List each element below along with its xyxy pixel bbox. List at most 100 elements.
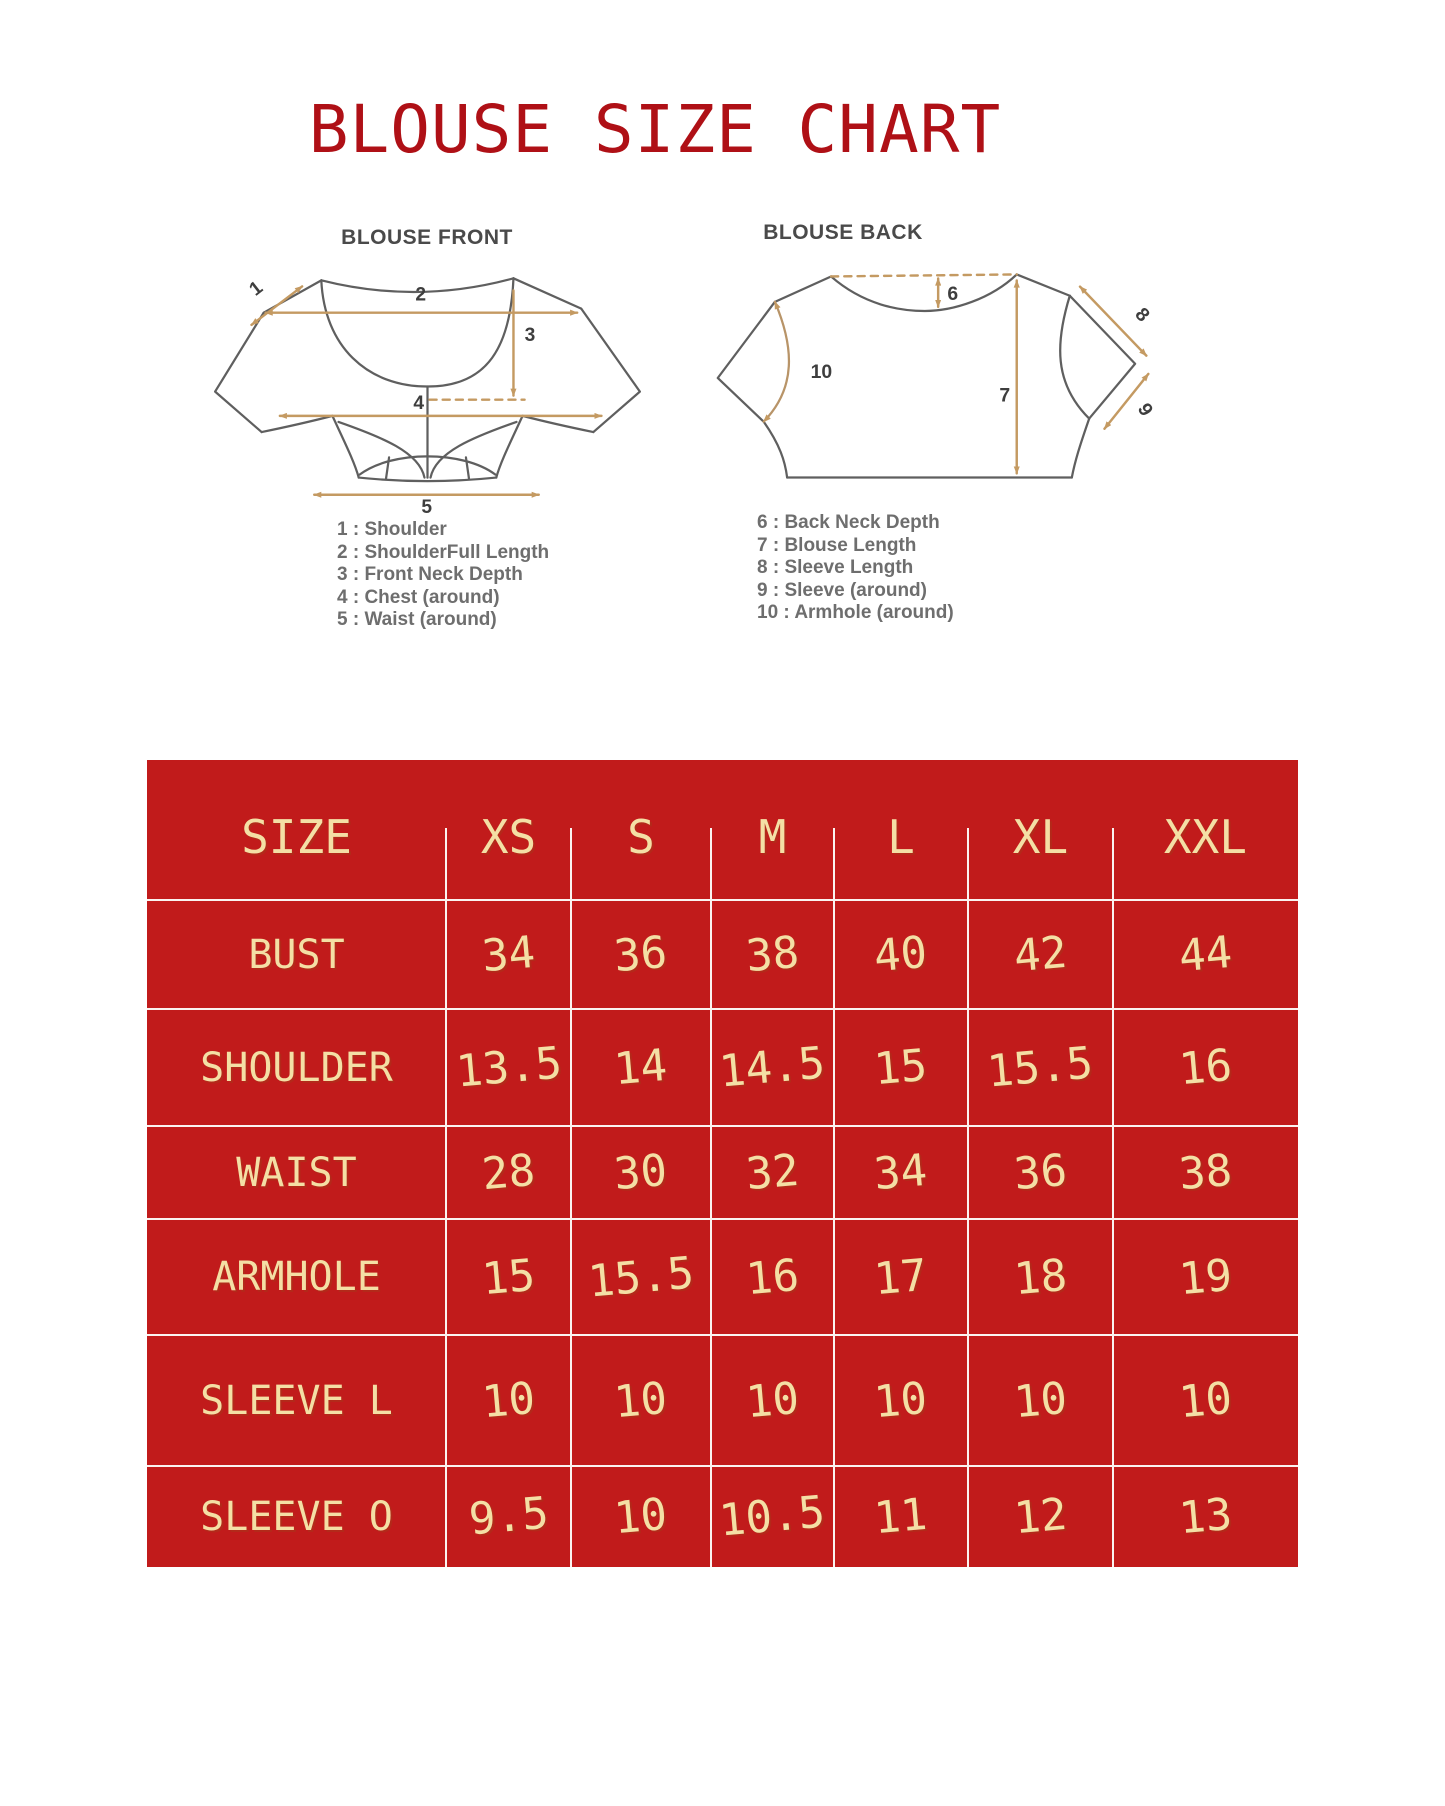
measurement-value: 10 — [743, 1372, 802, 1429]
table-gridline-v — [570, 828, 572, 1567]
measure-label-7: 7 — [999, 385, 1010, 406]
measurement-value: 12 — [1011, 1488, 1070, 1545]
measure-label-2: 2 — [415, 285, 426, 306]
measurement-value: 44 — [1176, 926, 1235, 983]
measurement-label: SLEEVE O — [200, 1493, 393, 1540]
size-col-header-xs: XS — [480, 810, 537, 864]
blouse-front-outline — [214, 277, 641, 483]
measurement-value: 10 — [612, 1372, 670, 1429]
measurement-label: WAIST — [236, 1149, 357, 1196]
measurement-value: 15.5 — [585, 1246, 696, 1308]
measure-label-3: 3 — [525, 325, 536, 346]
back-measure-arrows — [762, 273, 1150, 475]
measurement-value: 30 — [612, 1144, 670, 1201]
size-col-header-xxl: XXL — [1163, 810, 1247, 864]
table-gridline-v — [833, 828, 835, 1567]
measurement-label: ARMHOLE — [212, 1254, 381, 1300]
front-diagram-title: BLOUSE FRONT — [341, 226, 513, 249]
measurement-value: 28 — [479, 1144, 538, 1201]
measurement-value: 42 — [1011, 926, 1070, 983]
table-row-sleeve-o: SLEEVE O 9.5 10 10.5 11 12 13 — [147, 1466, 1298, 1567]
measurement-value: 34 — [479, 926, 538, 983]
table-gridline-v — [967, 828, 969, 1567]
table-gridline-h — [147, 1334, 1298, 1336]
measurement-value: 10 — [1176, 1372, 1235, 1429]
measurement-value: 10 — [479, 1372, 538, 1429]
measurement-label: SHOULDER — [200, 1044, 393, 1091]
blouse-back-diagram: 6 7 8 9 10 — [716, 273, 1157, 479]
measurement-label: BUST — [248, 931, 345, 978]
measurement-value: 36 — [612, 926, 670, 983]
back-legend: 6 : Back Neck Depth 7 : Blouse Length 8 … — [757, 512, 954, 625]
legend-item: 7 : Blouse Length — [757, 534, 917, 556]
legend-item: 3 : Front Neck Depth — [337, 564, 523, 585]
table-header-row: SIZE XS S M L XL XXL — [147, 760, 1298, 900]
table-gridline-h — [147, 1008, 1298, 1010]
size-col-header-m: M — [758, 810, 787, 864]
table-gridline-h — [147, 1125, 1298, 1127]
measurement-value: 13 — [1176, 1488, 1235, 1545]
measurement-value: 34 — [872, 1144, 930, 1201]
table-gridline-v — [710, 828, 712, 1567]
measurement-value: 10 — [872, 1372, 930, 1429]
size-col-header-s: S — [627, 810, 655, 864]
measurement-value: 32 — [743, 1144, 802, 1201]
legend-item: 8 : Sleeve Length — [757, 557, 914, 578]
front-measure-arrows — [250, 285, 603, 498]
measure-label-8: 8 — [1130, 304, 1153, 326]
table-row-shoulder: SHOULDER 13.5 14 14.5 15 15.5 16 — [147, 1009, 1298, 1126]
blouse-back-outline — [716, 273, 1137, 479]
measure-label-1: 1 — [246, 277, 268, 300]
table-gridline-v — [1112, 828, 1114, 1567]
size-chart-table: SIZE XS S M L XL XXL BUST 34 36 38 40 42… — [147, 760, 1298, 1567]
measurement-value: 36 — [1011, 1144, 1070, 1201]
legend-item: 1 : Shoulder — [337, 519, 447, 540]
measurement-value: 18 — [1011, 1249, 1070, 1305]
blouse-front-diagram: 1 2 3 4 5 — [214, 277, 641, 518]
table-row-sleeve-l: SLEEVE L 10 10 10 10 10 10 — [147, 1335, 1298, 1466]
measurement-value: 38 — [1176, 1144, 1235, 1201]
measurement-value: 14.5 — [717, 1037, 828, 1098]
measurement-value: 38 — [743, 926, 802, 983]
measure-label-9: 9 — [1133, 400, 1157, 420]
measurement-value: 10.5 — [717, 1486, 828, 1547]
front-legend: 1 : Shoulder 2 : ShoulderFull Length 3 :… — [337, 519, 549, 632]
measurement-value: 10 — [612, 1488, 670, 1545]
measure-label-5: 5 — [421, 497, 432, 518]
measurement-value: 11 — [872, 1488, 930, 1545]
measure-label-10: 10 — [811, 362, 833, 383]
size-header-label: SIZE — [241, 810, 352, 864]
measurement-label: SLEEVE L — [200, 1377, 393, 1424]
page-title: BLOUSE SIZE CHART — [308, 91, 1002, 168]
table-row-armhole: ARMHOLE 15 15.5 16 17 18 19 — [147, 1219, 1298, 1335]
measurement-value: 19 — [1176, 1249, 1235, 1305]
measure-label-4: 4 — [413, 393, 424, 414]
size-col-header-l: L — [887, 810, 915, 864]
table-gridline-h — [147, 1465, 1298, 1467]
measurement-value: 40 — [872, 926, 930, 983]
legend-item: 9 : Sleeve (around) — [757, 579, 927, 601]
legend-item: 2 : ShoulderFull Length — [337, 541, 550, 563]
size-header-cell: SIZE — [147, 760, 446, 900]
table-gridline-h — [147, 1218, 1298, 1220]
legend-item: 5 : Waist (around) — [337, 609, 497, 630]
legend-item: 4 : Chest (around) — [337, 586, 500, 608]
measurement-value: 15 — [479, 1249, 538, 1305]
measurement-value: 17 — [872, 1249, 930, 1305]
table-row-waist: WAIST 28 30 32 34 36 38 — [147, 1126, 1298, 1219]
measurement-value: 16 — [1176, 1039, 1235, 1096]
measure-label-6: 6 — [947, 284, 958, 305]
legend-item: 6 : Back Neck Depth — [757, 512, 940, 533]
size-col-header-xl: XL — [1012, 810, 1069, 864]
legend-item: 10 : Armhole (around) — [757, 602, 954, 623]
measurement-value: 10 — [1011, 1372, 1070, 1429]
table-gridline-h — [147, 899, 1298, 901]
measurement-value: 15.5 — [985, 1037, 1096, 1098]
table-row-bust: BUST 34 36 38 40 42 44 — [147, 900, 1298, 1009]
measurement-value: 16 — [743, 1249, 802, 1305]
back-diagram-title: BLOUSE BACK — [763, 221, 923, 244]
table-gridline-v — [445, 828, 447, 1567]
measurement-value: 13.5 — [453, 1037, 564, 1098]
measurement-value: 14 — [612, 1039, 670, 1096]
